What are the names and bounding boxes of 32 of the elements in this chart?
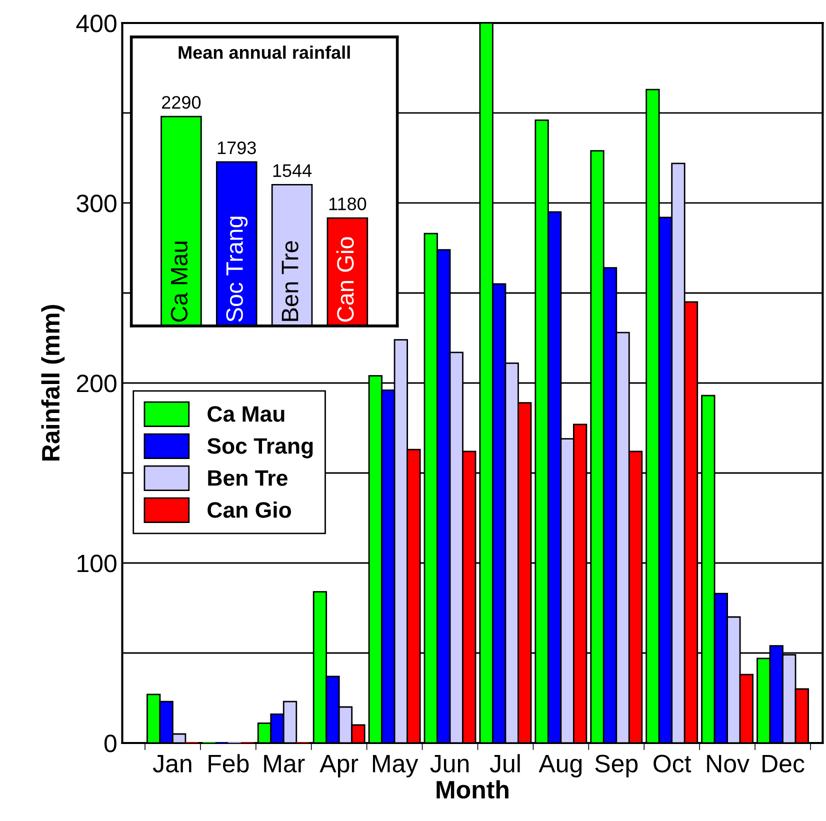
x-tick-label: Soc Trang <box>226 216 248 322</box>
x-tick-label: May <box>372 755 418 778</box>
legend-label: Soc Trang <box>207 438 313 458</box>
x-tick-label: Dec <box>762 755 804 772</box>
x-tick-label: Ben Tre <box>282 241 298 321</box>
y-tick-label: 300 <box>76 194 116 212</box>
x-tick-label: Mar <box>264 755 305 772</box>
legend-label: Ben Tre <box>208 470 288 486</box>
x-tick-label: Oct <box>654 754 692 772</box>
data-label: 2290 <box>162 96 201 109</box>
legend-label: Ca Mau <box>208 406 284 422</box>
legend-label: Can Gio <box>208 502 292 518</box>
x-tick-label: Jan <box>152 755 192 772</box>
y-tick-label: 100 <box>78 554 116 572</box>
x-tick-label: Ca Mau <box>170 242 188 322</box>
data-label: 1793 <box>218 141 256 154</box>
y-tick-label: 0 <box>104 734 116 752</box>
data-label: 1544 <box>273 164 312 178</box>
y-tick-label: 400 <box>76 14 116 32</box>
x-tick-label: Aug <box>538 755 582 778</box>
y-axis-title: Rainfall (mm) <box>41 305 65 460</box>
y-tick-label: 200 <box>76 374 116 392</box>
x-tick-label: Feb <box>208 754 249 772</box>
x-tick-label: Nov <box>707 755 750 772</box>
data-label: 1180 <box>329 198 366 210</box>
x-tick-label: Sep <box>595 754 638 778</box>
chart-title: Mean annual rainfall <box>178 46 350 59</box>
x-tick-label: Jun <box>430 755 469 772</box>
x-axis-title: Month <box>436 780 508 799</box>
x-tick-label: Apr <box>320 755 358 778</box>
x-tick-label: Can Gio <box>336 237 354 322</box>
x-tick-label: Jul <box>490 754 520 772</box>
